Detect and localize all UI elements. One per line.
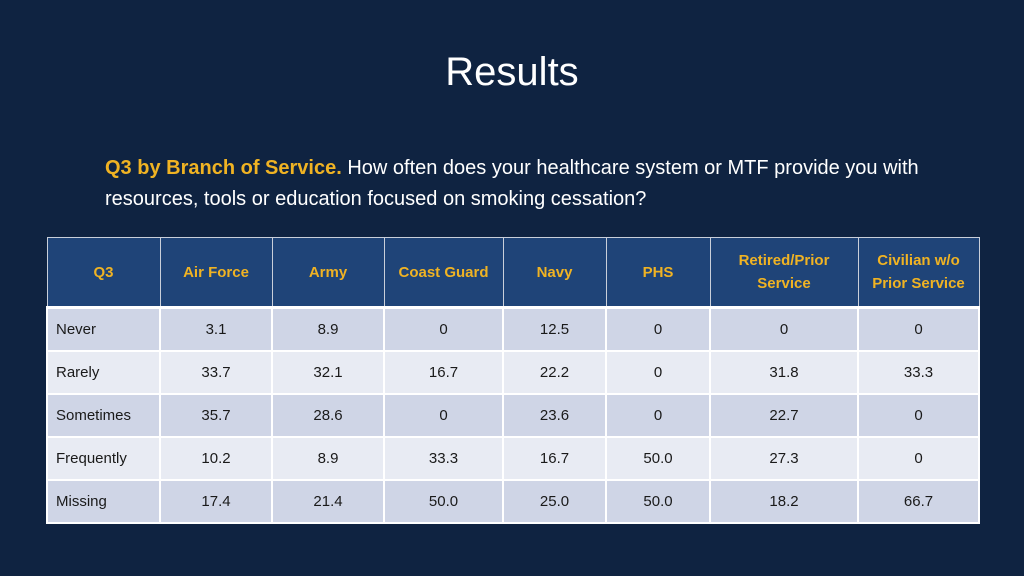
header-air-force: Air Force	[159, 237, 273, 309]
cell-civilian-no-prior-service: 0	[857, 393, 980, 438]
cell-retired-prior-service: 18.2	[709, 479, 859, 524]
cell-coast-guard: 0	[383, 393, 504, 438]
cell-army: 21.4	[271, 479, 385, 524]
header-phs: PHS	[605, 237, 711, 309]
cell-phs: 50.0	[605, 479, 711, 524]
question-lead: Q3 by Branch of Service.	[105, 157, 342, 179]
cell-civilian-no-prior-service: 66.7	[857, 479, 980, 524]
cell-army: 8.9	[271, 306, 385, 352]
cell-phs: 0	[605, 393, 711, 438]
cell-retired-prior-service: 27.3	[709, 436, 859, 481]
table-row-never: Never 3.1 8.9 0 12.5 0 0 0	[46, 306, 980, 352]
header-army: Army	[271, 237, 385, 309]
table-row-rarely: Rarely 33.7 32.1 16.7 22.2 0 31.8 33.3	[46, 350, 980, 395]
cell-retired-prior-service: 22.7	[709, 393, 859, 438]
cell-army: 28.6	[271, 393, 385, 438]
cell-phs: 0	[605, 350, 711, 395]
results-table: Q3 Air Force Army Coast Guard Navy PHS R…	[46, 237, 980, 524]
cell-phs: 0	[605, 306, 711, 352]
cell-civilian-no-prior-service: 0	[857, 436, 980, 481]
cell-navy: 25.0	[502, 479, 607, 524]
cell-air-force: 10.2	[159, 436, 273, 481]
cell-coast-guard: 16.7	[383, 350, 504, 395]
question-body: How often does your healthcare system or…	[105, 157, 919, 210]
slide-title: Results	[445, 50, 579, 94]
cell-army: 8.9	[271, 436, 385, 481]
header-retired-prior-service: Retired/Prior Service	[709, 237, 859, 309]
header-q3: Q3	[46, 237, 161, 309]
row-label: Missing	[46, 479, 161, 524]
cell-air-force: 17.4	[159, 479, 273, 524]
header-civilian-no-prior-service: Civilian w/o Prior Service	[857, 237, 980, 309]
cell-air-force: 33.7	[159, 350, 273, 395]
question-text: Q3 by Branch of Service. How often does …	[105, 153, 935, 215]
row-label: Sometimes	[46, 393, 161, 438]
row-label: Rarely	[46, 350, 161, 395]
cell-army: 32.1	[271, 350, 385, 395]
cell-navy: 16.7	[502, 436, 607, 481]
cell-navy: 22.2	[502, 350, 607, 395]
cell-civilian-no-prior-service: 33.3	[857, 350, 980, 395]
cell-navy: 12.5	[502, 306, 607, 352]
cell-air-force: 35.7	[159, 393, 273, 438]
cell-coast-guard: 0	[383, 306, 504, 352]
table-row-frequently: Frequently 10.2 8.9 33.3 16.7 50.0 27.3 …	[46, 436, 980, 481]
cell-air-force: 3.1	[159, 306, 273, 352]
row-label: Never	[46, 306, 161, 352]
cell-coast-guard: 50.0	[383, 479, 504, 524]
table-row-sometimes: Sometimes 35.7 28.6 0 23.6 0 22.7 0	[46, 393, 980, 438]
cell-civilian-no-prior-service: 0	[857, 306, 980, 352]
header-navy: Navy	[502, 237, 607, 309]
header-coast-guard: Coast Guard	[383, 237, 504, 309]
cell-retired-prior-service: 0	[709, 306, 859, 352]
cell-phs: 50.0	[605, 436, 711, 481]
table-header-row: Q3 Air Force Army Coast Guard Navy PHS R…	[46, 237, 980, 309]
cell-coast-guard: 33.3	[383, 436, 504, 481]
cell-retired-prior-service: 31.8	[709, 350, 859, 395]
table-row-missing: Missing 17.4 21.4 50.0 25.0 50.0 18.2 66…	[46, 479, 980, 524]
row-label: Frequently	[46, 436, 161, 481]
cell-navy: 23.6	[502, 393, 607, 438]
